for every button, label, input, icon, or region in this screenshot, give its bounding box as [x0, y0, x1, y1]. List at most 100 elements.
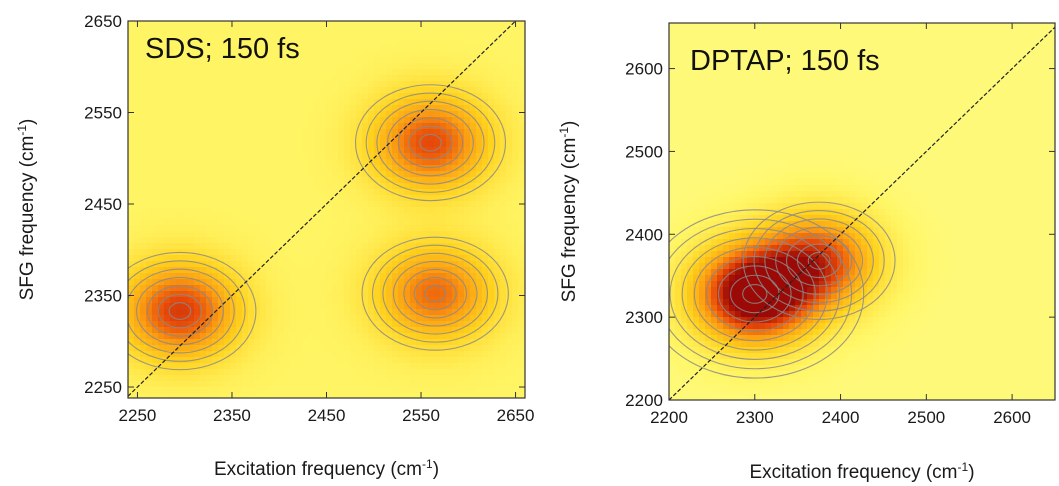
- heatmap-cell: [476, 189, 483, 196]
- heatmap-cell: [476, 63, 483, 70]
- heatmap-cell: [176, 285, 183, 292]
- heatmap-cell: [368, 147, 375, 154]
- heatmap-cell: [711, 137, 718, 144]
- heatmap-cell: [326, 351, 333, 358]
- heatmap-cell: [302, 237, 309, 244]
- heatmap-cell: [218, 129, 225, 136]
- heatmap-cell: [146, 99, 153, 106]
- heatmap-cell: [140, 279, 147, 286]
- heatmap-cell: [344, 255, 351, 262]
- heatmap-cell: [711, 197, 718, 204]
- heatmap-cell: [512, 375, 519, 382]
- heatmap-cell: [711, 71, 718, 78]
- heatmap-cell: [290, 279, 297, 286]
- heatmap-cell: [434, 165, 441, 172]
- heatmap-cell: [320, 195, 327, 202]
- heatmap-cell: [398, 135, 405, 142]
- heatmap-cell: [170, 303, 177, 310]
- heatmap-cell: [404, 243, 411, 250]
- heatmap-cell: [681, 131, 688, 138]
- heatmap-cell: [224, 375, 231, 382]
- heatmap-cell: [458, 27, 465, 34]
- heatmap-cell: [711, 101, 718, 108]
- heatmap-cell: [296, 21, 303, 28]
- heatmap-cell: [188, 213, 195, 220]
- heatmap-cell: [326, 75, 333, 82]
- heatmap-cell: [266, 195, 273, 202]
- heatmap-cell: [338, 93, 345, 100]
- heatmap-cell: [188, 33, 195, 40]
- heatmap-cell: [711, 41, 718, 48]
- heatmap-cell: [458, 333, 465, 340]
- heatmap-cell: [320, 273, 327, 280]
- heatmap-cell: [362, 363, 369, 370]
- heatmap-cell: [446, 99, 453, 106]
- heatmap-cell: [476, 21, 483, 28]
- heatmap-cell: [224, 285, 231, 292]
- heatmap-cell: [320, 333, 327, 340]
- heatmap-cell: [284, 63, 291, 70]
- heatmap-cell: [194, 255, 201, 262]
- heatmap-cell: [675, 317, 682, 324]
- heatmap-cell: [512, 213, 519, 220]
- heatmap-cell: [500, 135, 507, 142]
- heatmap-cell: [416, 201, 423, 208]
- heatmap-cell: [140, 249, 147, 256]
- heatmap-cell: [446, 327, 453, 334]
- heatmap-cell: [188, 57, 195, 64]
- heatmap-cell: [669, 221, 676, 228]
- heatmap-cell: [272, 327, 279, 334]
- heatmap-cell: [392, 39, 399, 46]
- heatmap-cell: [380, 309, 387, 316]
- heatmap-cell: [681, 209, 688, 216]
- heatmap-cell: [230, 51, 237, 58]
- heatmap-cell: [482, 309, 489, 316]
- heatmap-cell: [188, 351, 195, 358]
- heatmap-cell: [176, 189, 183, 196]
- heatmap-cell: [386, 183, 393, 190]
- heatmap-cell: [669, 287, 676, 294]
- heatmap-cell: [170, 285, 177, 292]
- heatmap-cell: [224, 381, 231, 388]
- heatmap-cell: [290, 81, 297, 88]
- heatmap-cell: [446, 63, 453, 70]
- heatmap-cell: [326, 357, 333, 364]
- heatmap-cell: [374, 195, 381, 202]
- heatmap-cell: [212, 153, 219, 160]
- heatmap-cell: [158, 177, 165, 184]
- heatmap-cell: [212, 105, 219, 112]
- heatmap-cell: [218, 375, 225, 382]
- heatmap-cell: [140, 57, 147, 64]
- heatmap-cell: [422, 201, 429, 208]
- contour-line: [403, 268, 468, 319]
- heatmap-cell: [488, 225, 495, 232]
- heatmap-cell: [278, 147, 285, 154]
- heatmap-cell: [729, 29, 736, 36]
- heatmap-cell: [302, 339, 309, 346]
- heatmap-cell: [476, 75, 483, 82]
- heatmap-cell: [338, 219, 345, 226]
- heatmap-cell: [134, 363, 141, 370]
- heatmap-cell: [675, 305, 682, 312]
- heatmap-cell: [284, 21, 291, 28]
- heatmap-cell: [158, 153, 165, 160]
- heatmap-cell: [140, 309, 147, 316]
- heatmap-cell: [182, 303, 189, 310]
- heatmap-cell: [224, 219, 231, 226]
- heatmap-cell: [272, 99, 279, 106]
- heatmap-cell: [194, 267, 201, 274]
- heatmap-cell: [681, 107, 688, 114]
- heatmap-cell: [446, 87, 453, 94]
- heatmap-cell: [248, 225, 255, 232]
- heatmap-cell: [344, 87, 351, 94]
- heatmap-cell: [506, 249, 513, 256]
- heatmap-cell: [152, 153, 159, 160]
- heatmap-cell: [428, 69, 435, 76]
- heatmap-cell: [500, 273, 507, 280]
- heatmap-cell: [434, 141, 441, 148]
- heatmap-cell: [488, 195, 495, 202]
- heatmap-cell: [416, 117, 423, 124]
- heatmap-cell: [506, 57, 513, 64]
- heatmap-cell: [338, 75, 345, 82]
- heatmap-cell: [134, 369, 141, 376]
